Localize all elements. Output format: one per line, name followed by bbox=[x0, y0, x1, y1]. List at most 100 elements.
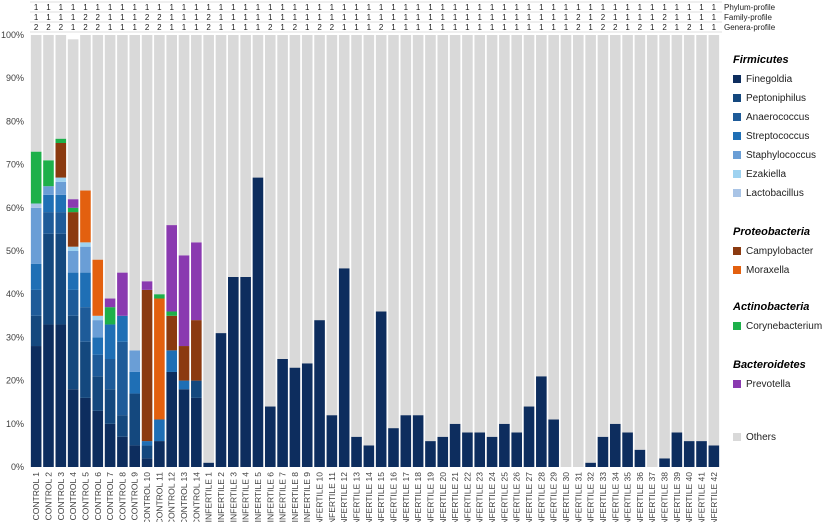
y-tick-label: 90% bbox=[6, 73, 24, 83]
bar-segment-staphylococcus bbox=[67, 251, 79, 273]
profile-value: 1 bbox=[354, 13, 359, 22]
profile-value: 1 bbox=[305, 23, 310, 32]
profile-value: 1 bbox=[133, 13, 138, 22]
bar-segment-finegoldia bbox=[264, 406, 276, 467]
profile-value: 1 bbox=[514, 13, 519, 22]
bar-segment-finegoldia bbox=[228, 276, 239, 467]
bar-segment-finegoldia bbox=[166, 371, 177, 467]
bar-segment-prevotella bbox=[191, 242, 202, 321]
profile-value: 1 bbox=[478, 13, 483, 22]
bar-segment-campylobacter bbox=[141, 289, 153, 442]
legend-label: Lactobacillus bbox=[746, 188, 804, 199]
x-category-label: INFERTILE 37 bbox=[647, 472, 657, 522]
profile-value: 2 bbox=[687, 23, 692, 32]
profile-row-label: Family-profile bbox=[724, 13, 773, 22]
profile-value: 1 bbox=[416, 13, 421, 22]
profile-value: 1 bbox=[613, 13, 618, 22]
bar-stack bbox=[597, 35, 609, 467]
x-category-label: INFERTILE 25 bbox=[499, 472, 509, 522]
x-category-label: CONTROL 10 bbox=[142, 472, 152, 522]
profile-value: 1 bbox=[169, 3, 174, 12]
bar-stack bbox=[191, 35, 202, 467]
bar-segment-finegoldia bbox=[696, 441, 707, 467]
bar-segment-peptoniphilus bbox=[30, 315, 42, 347]
profile-value: 2 bbox=[96, 13, 101, 22]
profile-value: 1 bbox=[490, 3, 495, 12]
bar-stack bbox=[474, 35, 486, 467]
bar-segment-anaerococcus bbox=[104, 359, 116, 390]
profile-value: 1 bbox=[428, 3, 433, 12]
bar-segment-anaerococcus bbox=[30, 289, 42, 316]
profile-value: 2 bbox=[638, 23, 643, 32]
bar-segment-others bbox=[597, 35, 609, 437]
bar-segment-others bbox=[462, 35, 473, 433]
x-category-label: INFERTILE 19 bbox=[425, 472, 435, 522]
bar-stack bbox=[671, 35, 683, 467]
bar-segment-streptococcus bbox=[43, 194, 54, 213]
bar-segment-ezakiella bbox=[80, 242, 91, 247]
profile-value: 1 bbox=[687, 13, 692, 22]
profile-value: 1 bbox=[293, 3, 298, 12]
bar-stack bbox=[215, 35, 227, 467]
profile-value: 1 bbox=[280, 13, 285, 22]
bar-stack bbox=[129, 35, 141, 467]
bar-stack bbox=[363, 35, 375, 467]
bar-stack bbox=[338, 35, 350, 467]
bar-segment-others bbox=[363, 35, 375, 446]
bar-segment-corynebacterium bbox=[104, 307, 116, 325]
bar-segment-corynebacterium bbox=[30, 151, 42, 204]
x-category-label: INFERTILE 13 bbox=[352, 472, 362, 522]
legend-label: Campylobacter bbox=[746, 246, 814, 257]
bar-segment-others bbox=[43, 35, 54, 161]
legend-label: Peptoniphilus bbox=[746, 93, 806, 104]
bar-segment-finegoldia bbox=[585, 462, 596, 467]
profile-value: 1 bbox=[490, 23, 495, 32]
profile-value: 1 bbox=[638, 13, 643, 22]
bar-stack bbox=[536, 35, 547, 467]
bar-segment-finegoldia bbox=[388, 428, 399, 467]
profile-value: 1 bbox=[243, 3, 248, 12]
profile-value: 1 bbox=[502, 13, 507, 22]
profile-value: 1 bbox=[194, 23, 199, 32]
x-category-label: CONTROL 13 bbox=[179, 472, 189, 522]
profile-value: 2 bbox=[330, 23, 335, 32]
profile-value: 1 bbox=[625, 3, 630, 12]
bar-segment-others bbox=[92, 35, 104, 260]
profile-value: 2 bbox=[576, 13, 581, 22]
x-category-label: INFERTILE 10 bbox=[315, 472, 325, 522]
bar-stack bbox=[622, 35, 633, 467]
profile-value: 1 bbox=[564, 3, 569, 12]
profile-value: 1 bbox=[354, 23, 359, 32]
legend-swatch bbox=[733, 75, 741, 83]
profile-value: 1 bbox=[46, 13, 51, 22]
legend-swatch bbox=[733, 247, 741, 255]
x-category-label: INFERTILE 35 bbox=[623, 472, 633, 522]
bar-segment-finegoldia bbox=[252, 177, 264, 467]
bar-segment-others bbox=[178, 35, 190, 256]
profile-value: 1 bbox=[120, 13, 125, 22]
profile-value: 1 bbox=[268, 3, 273, 12]
bar-segment-others bbox=[622, 35, 633, 433]
x-category-label: CONTROL 5 bbox=[80, 472, 90, 521]
bar-stack bbox=[80, 35, 91, 467]
profile-value: 1 bbox=[404, 23, 409, 32]
x-category-label: INFERTILE 41 bbox=[697, 472, 707, 522]
legend-label: Anaerococcus bbox=[746, 112, 809, 123]
bar-segment-finegoldia bbox=[708, 445, 720, 467]
bar-segment-others bbox=[240, 35, 251, 277]
bar-segment-streptococcus bbox=[154, 419, 165, 442]
profile-value: 1 bbox=[576, 3, 581, 12]
bar-segment-lactobacillus bbox=[30, 203, 42, 208]
profile-value: 1 bbox=[108, 3, 113, 12]
x-category-label: CONTROL 9 bbox=[130, 472, 140, 521]
bar-segment-finegoldia bbox=[511, 432, 522, 467]
profile-row-label: Genera-profile bbox=[724, 23, 776, 32]
x-category-label: INFERTILE 34 bbox=[610, 472, 620, 522]
profile-value: 1 bbox=[453, 13, 458, 22]
bar-segment-anaerococcus bbox=[67, 289, 79, 316]
bar-stack bbox=[659, 35, 670, 467]
bar-segment-peptoniphilus bbox=[55, 233, 67, 325]
profile-value: 2 bbox=[613, 23, 618, 32]
bar-segment-others bbox=[351, 35, 362, 437]
